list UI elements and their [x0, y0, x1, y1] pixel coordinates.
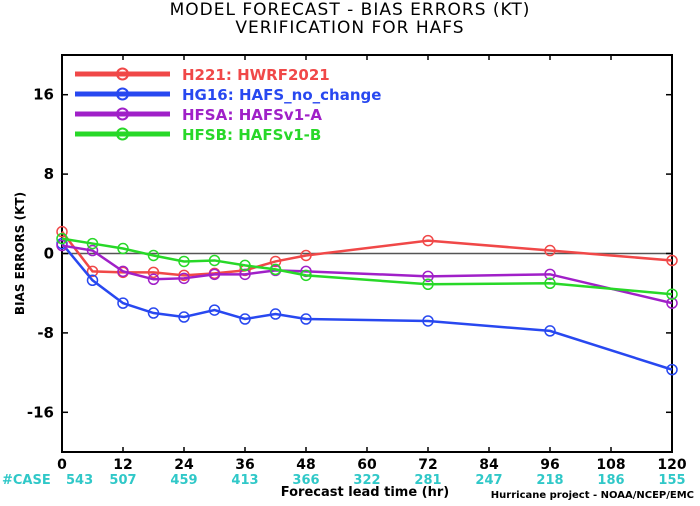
- series-line: [61, 242, 673, 371]
- data-point: [239, 313, 251, 325]
- data-point: [117, 265, 129, 278]
- y-axis-title: BIAS ERRORS (KT): [13, 192, 27, 315]
- case-count: 366: [292, 473, 319, 488]
- x-tick-label: 0: [57, 457, 67, 473]
- x-tick-label: 60: [357, 457, 377, 473]
- legend-label: HFSB: HAFSv1-B: [182, 126, 321, 144]
- legend-marker: [116, 87, 129, 101]
- case-count: 247: [475, 473, 502, 488]
- x-tick-label: 24: [174, 457, 194, 473]
- case-count: 186: [597, 473, 624, 488]
- data-point: [178, 272, 190, 285]
- y-tick-label: -16: [27, 403, 54, 421]
- x-tick-label: 120: [657, 457, 686, 473]
- case-count: 459: [170, 473, 197, 488]
- case-count: 543: [66, 473, 93, 488]
- data-point: [147, 273, 160, 286]
- case-count: 413: [231, 473, 258, 488]
- data-point: [86, 237, 99, 250]
- chart-title-line1: MODEL FORECAST - BIAS ERRORS (KT): [169, 0, 531, 20]
- data-point: [56, 239, 68, 252]
- x-tick-label: 108: [596, 457, 625, 473]
- data-point: [86, 265, 99, 278]
- data-point: [208, 304, 221, 316]
- legend-marker: [116, 67, 129, 81]
- data-point: [147, 307, 160, 319]
- data-point: [178, 255, 190, 268]
- case-count: 507: [109, 473, 136, 488]
- legend-label: H221: HWRF2021: [182, 66, 330, 84]
- data-point: [544, 325, 556, 337]
- case-label: #CASE: [2, 473, 51, 488]
- data-point: [422, 270, 434, 283]
- data-point: [544, 244, 556, 257]
- data-point: [178, 269, 190, 282]
- chart-title-line2: VERIFICATION FOR HAFS: [235, 18, 465, 38]
- data-point: [544, 277, 556, 290]
- data-point: [666, 288, 678, 300]
- x-tick-label: 96: [540, 457, 559, 473]
- data-point: [269, 263, 282, 276]
- data-point: [269, 255, 282, 268]
- x-tick-label: 12: [113, 457, 132, 473]
- y-tick-label: 8: [44, 165, 54, 183]
- data-point: [117, 242, 129, 255]
- legend-label: HFSA: HAFSv1-A: [182, 106, 322, 124]
- case-count: 322: [353, 473, 380, 488]
- data-point: [666, 254, 678, 267]
- y-tick-label: -8: [37, 324, 54, 342]
- data-point: [147, 266, 160, 279]
- data-point: [178, 311, 190, 323]
- x-tick-label: 36: [235, 457, 254, 473]
- data-point: [147, 249, 160, 262]
- data-point: [544, 268, 556, 281]
- data-point: [300, 313, 312, 325]
- case-count: 218: [536, 473, 563, 488]
- x-tick-label: 84: [479, 457, 499, 473]
- data-point: [422, 315, 434, 327]
- data-point: [269, 308, 282, 320]
- data-point: [208, 254, 221, 267]
- legend-marker: [116, 107, 129, 121]
- data-point: [239, 268, 251, 281]
- data-point: [300, 249, 312, 262]
- data-point: [208, 268, 221, 281]
- data-point: [239, 259, 251, 272]
- data-point: [422, 278, 434, 291]
- legend-label: HG16: HAFS_no_change: [182, 86, 381, 104]
- x-tick-label: 48: [296, 457, 315, 473]
- case-count: 155: [658, 473, 685, 488]
- x-axis-title: Forecast lead time (hr): [280, 485, 450, 500]
- legend-marker: [116, 127, 129, 141]
- data-point: [56, 232, 68, 245]
- x-tick-label: 72: [418, 457, 437, 473]
- credit-text: Hurricane project - NOAA/NCEP/EMC: [490, 490, 694, 501]
- data-point: [86, 274, 99, 287]
- data-point: [666, 297, 678, 309]
- data-point: [86, 244, 99, 257]
- data-point: [666, 363, 678, 376]
- y-tick-label: 0: [44, 245, 54, 263]
- case-count: 281: [414, 473, 441, 488]
- data-point: [300, 269, 312, 282]
- data-point: [56, 225, 68, 238]
- data-point: [422, 234, 434, 247]
- series-line: [61, 244, 673, 305]
- data-point: [117, 297, 129, 309]
- y-tick-label: 16: [33, 86, 54, 104]
